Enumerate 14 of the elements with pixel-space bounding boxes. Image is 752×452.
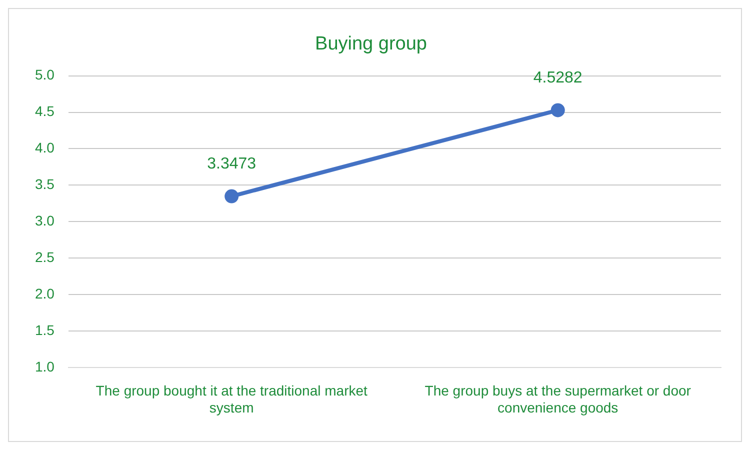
data-label: 4.5282 [533, 70, 582, 87]
data-label: 3.3473 [207, 156, 256, 173]
y-tick-label: 2.5 [34, 248, 55, 265]
y-tick-label: 3.5 [34, 176, 55, 192]
y-tick-label: 3.0 [34, 212, 55, 228]
y-tick-label: 1.5 [34, 322, 55, 338]
y-tick-label: 4.5 [34, 103, 55, 120]
y-tick-label: 1.0 [34, 358, 55, 374]
y-tick-label: 2.0 [34, 285, 55, 302]
x-tick-label: The group bought it at the traditional market system [96, 382, 368, 416]
y-tick-label: 4.0 [34, 140, 55, 156]
x-tick-label: The group buys at the supermarket or door convenience goods [424, 382, 692, 416]
y-tick-label: 5.0 [34, 66, 55, 83]
chart-title: Buying group [315, 34, 427, 55]
